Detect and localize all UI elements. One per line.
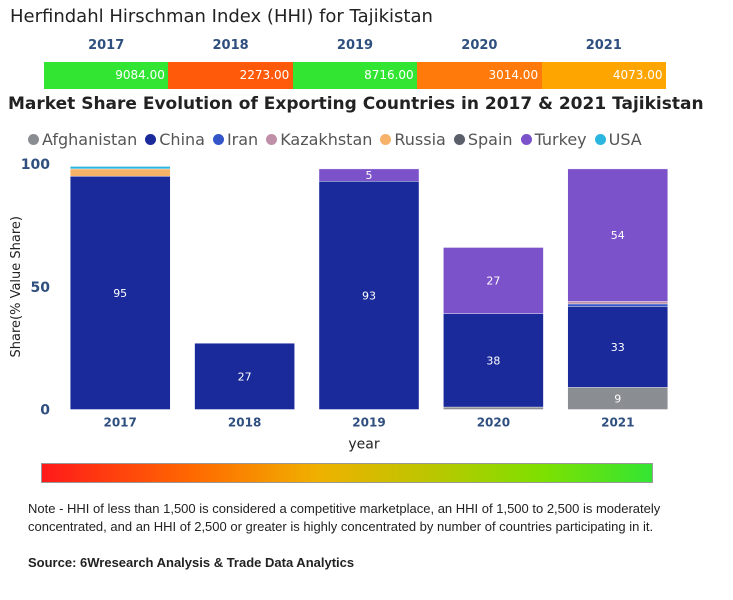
data-label: 27 bbox=[238, 370, 252, 383]
hhi-year-2020: 2020 bbox=[461, 38, 498, 53]
legend-item-russia: Russia bbox=[380, 129, 446, 149]
legend-item-usa: USA bbox=[594, 129, 642, 149]
bar-segment-turkey-2021 bbox=[567, 168, 668, 302]
hhi-year-2021: 2021 bbox=[585, 38, 622, 53]
legend-item-spain: Spain bbox=[453, 129, 513, 149]
hhi-value-2020: 3014.00 bbox=[417, 62, 543, 89]
data-label: 38 bbox=[486, 354, 500, 367]
bar-segment-usa-2017 bbox=[69, 166, 171, 170]
data-label: 93 bbox=[362, 289, 376, 302]
legend-swatch bbox=[380, 133, 392, 145]
legend-swatch bbox=[266, 133, 278, 145]
legend-swatch bbox=[145, 133, 157, 145]
legend-swatch bbox=[28, 133, 39, 145]
legend-item-china: China bbox=[145, 130, 205, 149]
data-label: 5 bbox=[366, 169, 373, 182]
bar-segment-russia-2017 bbox=[69, 168, 171, 177]
hhi-title: Herfindahl Hirschman Index (HHI) for Taj… bbox=[10, 6, 433, 27]
bar-segment-turkey-2019 bbox=[318, 168, 420, 182]
legend-label: Iran bbox=[226, 129, 259, 149]
legend-swatch bbox=[453, 133, 465, 145]
bar-segment-iran-2021 bbox=[567, 303, 668, 307]
legend-item-kazakhstan: Kazakhstan bbox=[266, 130, 372, 149]
x-tick-label: 2021 bbox=[601, 416, 634, 430]
x-tick-label: 2020 bbox=[477, 416, 510, 430]
legend-item-afghanistan: Afghanistan bbox=[28, 130, 137, 149]
legend-swatch bbox=[594, 133, 606, 145]
legend-item-turkey: Turkey bbox=[520, 129, 587, 149]
legend-label: Russia bbox=[394, 129, 446, 149]
legend-swatch bbox=[520, 133, 532, 145]
x-axis-label: year bbox=[348, 437, 379, 453]
chart-title: Market Share Evolution of Exporting Coun… bbox=[8, 94, 704, 114]
data-label: 33 bbox=[611, 341, 625, 354]
x-tick-label: 2019 bbox=[352, 416, 385, 430]
hhi-year-2018: 2018 bbox=[212, 38, 249, 53]
hhi-value-2021: 4073.00 bbox=[541, 62, 667, 89]
legend-label: Spain bbox=[467, 129, 513, 149]
note-text: Note - HHI of less than 1,500 is conside… bbox=[28, 501, 661, 534]
hhi-color-scale bbox=[41, 463, 653, 483]
hhi-value-2017: 9084.00 bbox=[44, 62, 169, 89]
data-label: 54 bbox=[611, 229, 625, 242]
bar-segment-china-2018 bbox=[194, 343, 295, 410]
data-label: 27 bbox=[486, 275, 500, 288]
source-text: Source: 6Wresearch Analysis & Trade Data… bbox=[28, 555, 355, 570]
legend-label: China bbox=[159, 129, 205, 149]
data-label: 95 bbox=[113, 287, 127, 300]
hhi-year-2017: 2017 bbox=[88, 38, 125, 53]
hhi-year-2019: 2019 bbox=[336, 38, 374, 53]
y-tick-label: 0 bbox=[40, 403, 50, 419]
y-axis-label: Share(% Value Share) bbox=[9, 216, 24, 358]
bar-segment-china-2020 bbox=[443, 313, 544, 408]
chart-legend: Afghanistan China Iran Kazakhstan Russia Spai… bbox=[28, 128, 642, 150]
legend-label: Kazakhstan bbox=[280, 129, 373, 149]
legend-swatch bbox=[212, 133, 224, 145]
legend-label: Turkey bbox=[534, 129, 587, 149]
legend-label: USA bbox=[608, 129, 642, 149]
legend-item-iran: Iran bbox=[212, 129, 259, 149]
y-tick-label: 50 bbox=[31, 280, 51, 296]
data-label: 9 bbox=[614, 392, 621, 405]
bar-segment-turkey-2020 bbox=[443, 247, 544, 314]
bar-segment-china-2017 bbox=[69, 176, 171, 410]
bar-segment-china-2019 bbox=[318, 180, 420, 410]
hhi-value-2018: 2273.00 bbox=[168, 62, 294, 89]
x-tick-label: 2017 bbox=[103, 416, 136, 430]
hhi-value-2019: 8716.00 bbox=[292, 62, 418, 89]
bar-segment-afghanistan-2020 bbox=[443, 406, 544, 410]
y-tick-label: 100 bbox=[21, 157, 50, 173]
bar-segment-china-2021 bbox=[567, 306, 668, 388]
legend-label: Afghanistan bbox=[42, 129, 138, 149]
x-tick-label: 2018 bbox=[228, 416, 261, 430]
bar-segment-kazakhstan-2021 bbox=[567, 301, 668, 305]
